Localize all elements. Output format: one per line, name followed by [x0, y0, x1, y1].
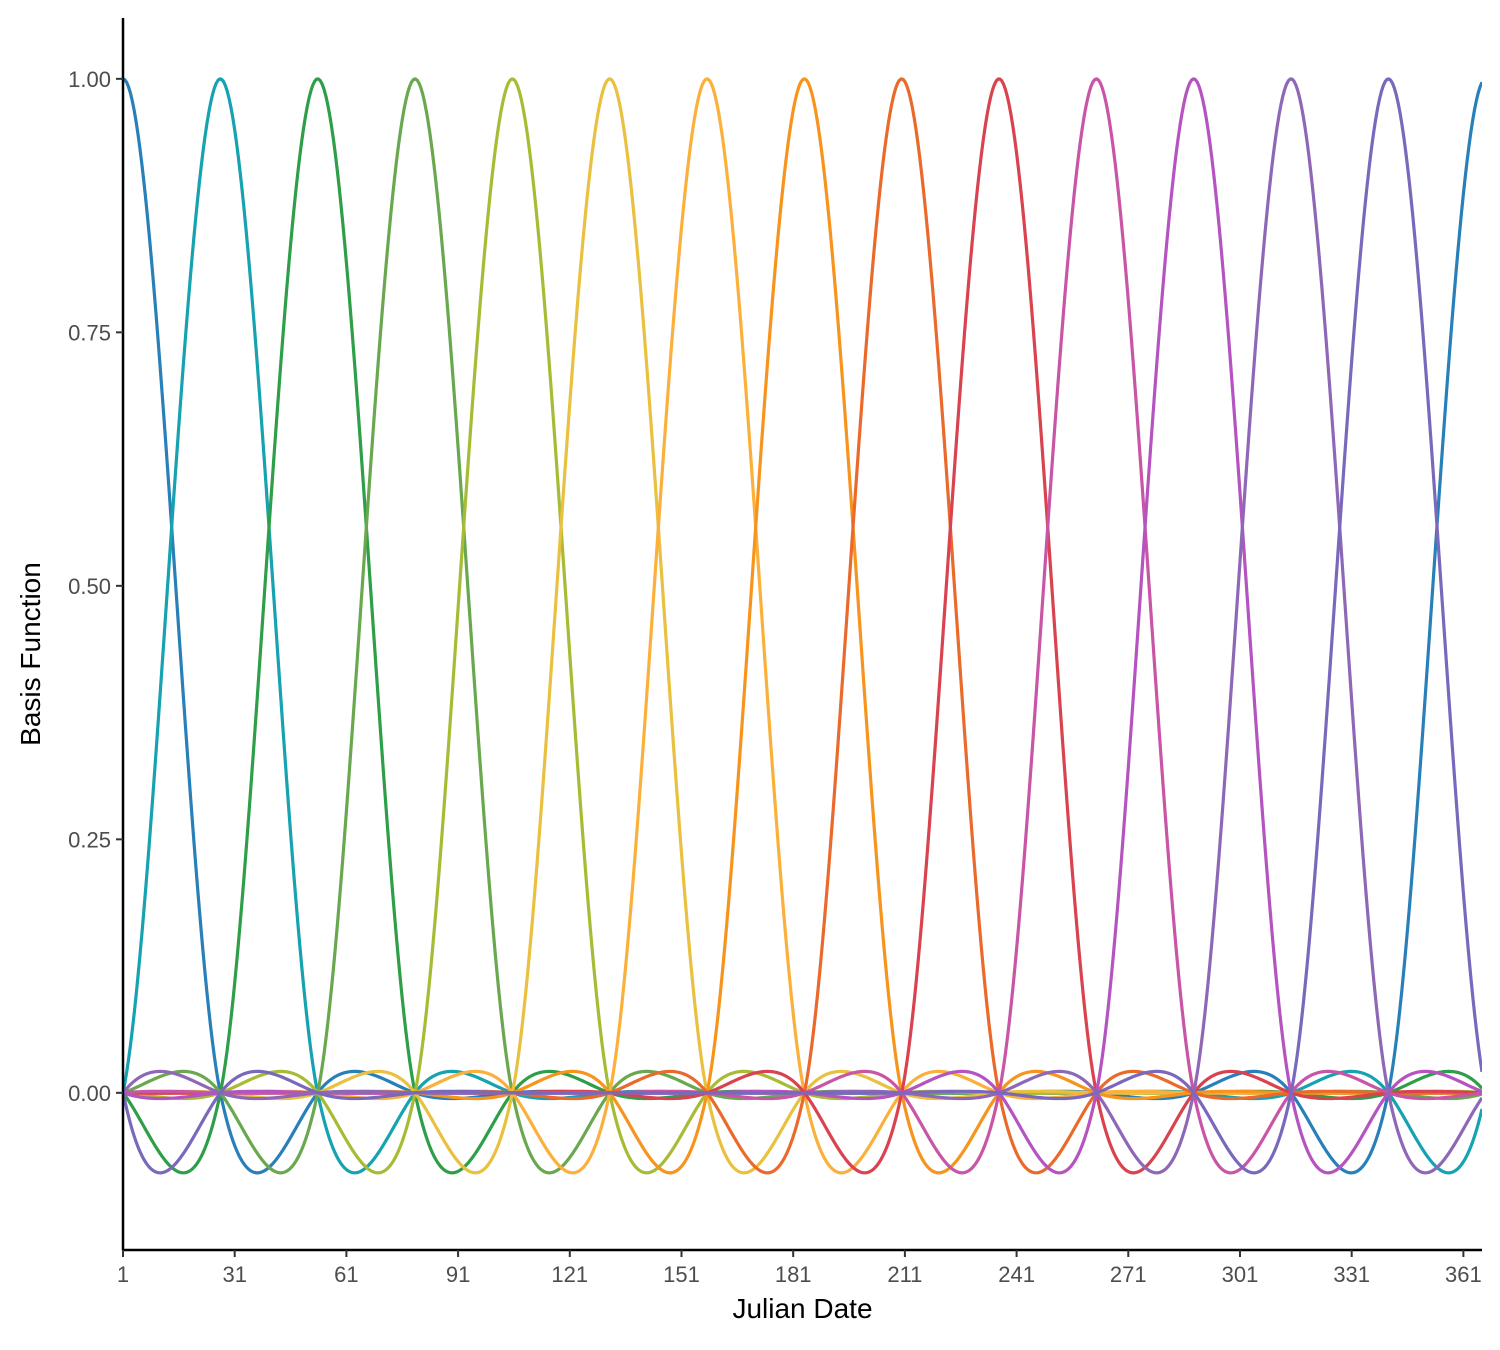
- y-tick-label: 0.25: [68, 827, 111, 852]
- x-tick-label: 271: [1110, 1262, 1147, 1287]
- plot-area: [123, 77, 1482, 1175]
- x-tick-label: 31: [222, 1262, 246, 1287]
- x-axis: 1 31 61 91 121 151 181 211 241 271 301 331 361: [117, 1248, 1482, 1287]
- y-axis-title: Basis Function: [15, 562, 46, 746]
- y-tick-label: 0.00: [68, 1081, 111, 1106]
- x-tick-label: 1: [117, 1262, 129, 1287]
- x-tick-label: 151: [663, 1262, 700, 1287]
- x-tick-label: 91: [446, 1262, 470, 1287]
- basis-curve-14: [123, 77, 1482, 1175]
- x-tick-label: 301: [1222, 1262, 1259, 1287]
- x-tick-label: 121: [551, 1262, 588, 1287]
- y-axis: 0.00 0.25 0.50 0.75 1.00: [68, 18, 125, 1250]
- y-tick-label: 0.75: [68, 320, 111, 345]
- x-tick-label: 331: [1333, 1262, 1370, 1287]
- x-tick-label: 211: [887, 1262, 922, 1287]
- y-tick-label: 0.50: [68, 574, 111, 599]
- x-tick-label: 181: [775, 1262, 812, 1287]
- x-tick-label: 361: [1445, 1262, 1482, 1287]
- y-tick-label: 1.00: [68, 67, 111, 92]
- x-tick-label: 61: [334, 1262, 358, 1287]
- x-axis-title: Julian Date: [732, 1293, 872, 1324]
- basis-curve-12: [123, 77, 1482, 1175]
- x-tick-label: 241: [998, 1262, 1035, 1287]
